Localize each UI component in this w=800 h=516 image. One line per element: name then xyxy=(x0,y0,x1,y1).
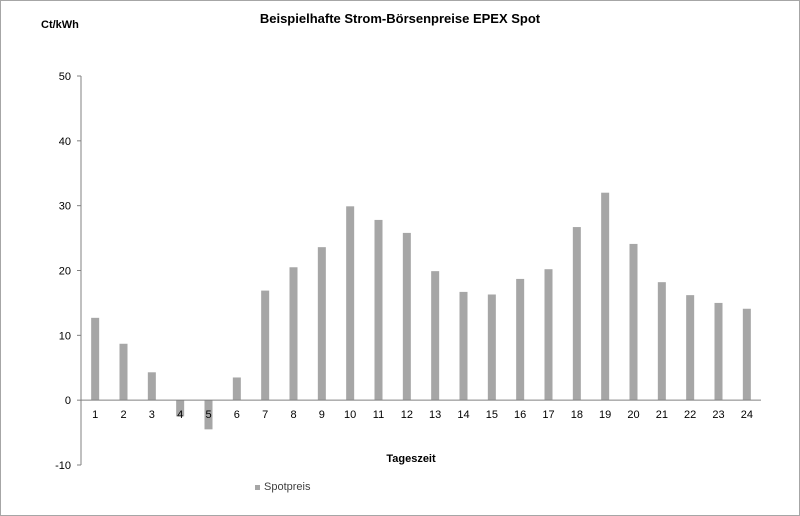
bar xyxy=(459,291,468,401)
x-tick-label: 11 xyxy=(373,409,384,421)
bar xyxy=(402,232,411,401)
x-tick-label: 6 xyxy=(234,409,240,421)
bar xyxy=(374,219,383,401)
y-tick-label: 20 xyxy=(59,266,71,278)
x-tick-label: 2 xyxy=(120,409,126,421)
legend: Spotpreis xyxy=(255,481,310,493)
x-tick-label: 7 xyxy=(262,409,268,421)
bar xyxy=(572,227,581,401)
x-tick-label: 3 xyxy=(149,409,155,421)
x-tick-label: 15 xyxy=(486,409,498,421)
bar xyxy=(346,206,355,401)
bar xyxy=(544,269,553,401)
x-tick-label: 5 xyxy=(205,409,211,421)
bar xyxy=(516,278,525,401)
x-tick-label: 20 xyxy=(627,409,639,421)
y-tick-label: 50 xyxy=(59,71,71,83)
x-tick-label: 10 xyxy=(344,409,356,421)
bar xyxy=(657,282,666,401)
legend-swatch xyxy=(255,484,260,490)
bar xyxy=(232,377,241,401)
y-tick-label: 30 xyxy=(59,201,71,213)
x-tick-label: 16 xyxy=(514,409,526,421)
y-tick-label: 0 xyxy=(65,395,71,407)
x-tick-label: 4 xyxy=(177,409,183,421)
x-tick-label: 21 xyxy=(656,409,668,421)
bar xyxy=(147,372,156,401)
x-tick-label: 14 xyxy=(457,409,469,421)
bar xyxy=(742,308,751,401)
bar xyxy=(317,247,326,401)
x-tick-label: 22 xyxy=(684,409,696,421)
y-tick-label: 40 xyxy=(59,136,71,148)
bar xyxy=(629,243,638,401)
bar xyxy=(261,290,270,401)
legend-label: Spotpreis xyxy=(264,481,311,493)
bar xyxy=(431,271,440,401)
chart-title: Beispielhafte Strom-Börsenpreise EPEX Sp… xyxy=(259,11,541,26)
bar xyxy=(714,302,723,401)
x-tick-label: 19 xyxy=(599,409,611,421)
x-tick-label: 12 xyxy=(401,409,413,421)
bar xyxy=(204,400,213,430)
x-tick-label: 17 xyxy=(542,409,554,421)
bar xyxy=(91,317,100,401)
y-axis-label: Ct/kWh xyxy=(41,19,79,31)
bar xyxy=(601,192,610,401)
bar xyxy=(686,295,695,401)
bar xyxy=(119,343,128,401)
x-tick-label: 13 xyxy=(429,409,441,421)
x-tick-label: 23 xyxy=(712,409,724,421)
x-tick-label: 9 xyxy=(319,409,325,421)
x-tick-label: 1 xyxy=(92,409,98,421)
x-tick-label: 24 xyxy=(741,409,753,421)
x-tick-label: 8 xyxy=(290,409,296,421)
bar xyxy=(176,400,185,417)
x-axis-label: Tageszeit xyxy=(386,453,436,465)
bar xyxy=(289,267,298,401)
bar xyxy=(487,294,496,401)
x-tick-label: 18 xyxy=(571,409,583,421)
y-tick-label: -10 xyxy=(55,460,71,472)
y-tick-label: 10 xyxy=(59,330,71,342)
